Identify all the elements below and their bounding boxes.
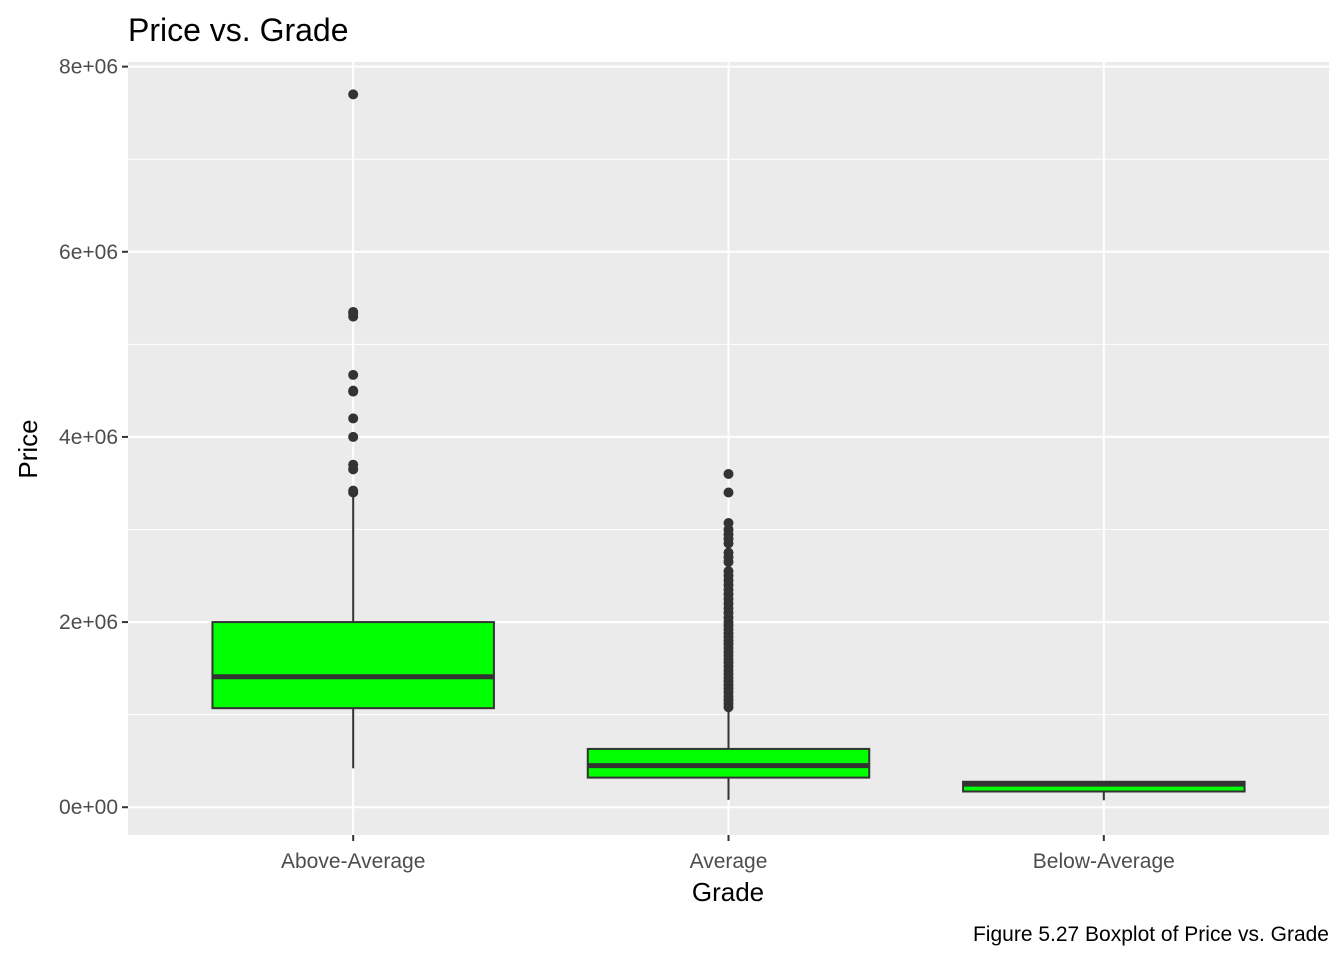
x-tick-label: Above-Average (281, 850, 425, 873)
boxes-layer (211, 89, 1246, 801)
y-tick-label: 4e+06 (59, 426, 118, 449)
outlier-point (723, 518, 734, 529)
outlier-point (723, 468, 734, 479)
y-axis-title: Price (13, 419, 43, 478)
y-tick-label: 6e+06 (59, 241, 118, 264)
outlier-point (723, 566, 734, 577)
outlier-point (348, 459, 359, 470)
outlier-point (348, 369, 359, 380)
figure-caption: Figure 5.27 Boxplot of Price vs. Grade (973, 923, 1329, 946)
outlier-point (348, 89, 359, 100)
outlier-point (723, 547, 734, 558)
y-tick-label: 0e+00 (59, 796, 118, 819)
y-tick-label: 8e+06 (59, 56, 118, 79)
box-average (586, 468, 871, 800)
chart-title: Price vs. Grade (128, 12, 349, 48)
outlier-point (348, 431, 359, 442)
y-tick-label: 2e+06 (59, 611, 118, 634)
box-above-average (211, 89, 495, 769)
outlier-point (348, 485, 359, 496)
x-axis: Above-Average Average Below-Average (281, 835, 1175, 873)
y-axis: 0e+00 2e+06 4e+06 6e+06 8e+06 (59, 56, 128, 819)
interquartile-box (211, 621, 495, 710)
outlier-point (348, 306, 359, 317)
outlier-point (723, 487, 734, 498)
outlier-point (348, 413, 359, 424)
outlier-point (348, 385, 359, 396)
x-tick-label: Average (690, 850, 768, 873)
x-tick-label: Below-Average (1033, 850, 1175, 873)
x-axis-title: Grade (692, 877, 764, 907)
box-below-average (962, 780, 1246, 801)
